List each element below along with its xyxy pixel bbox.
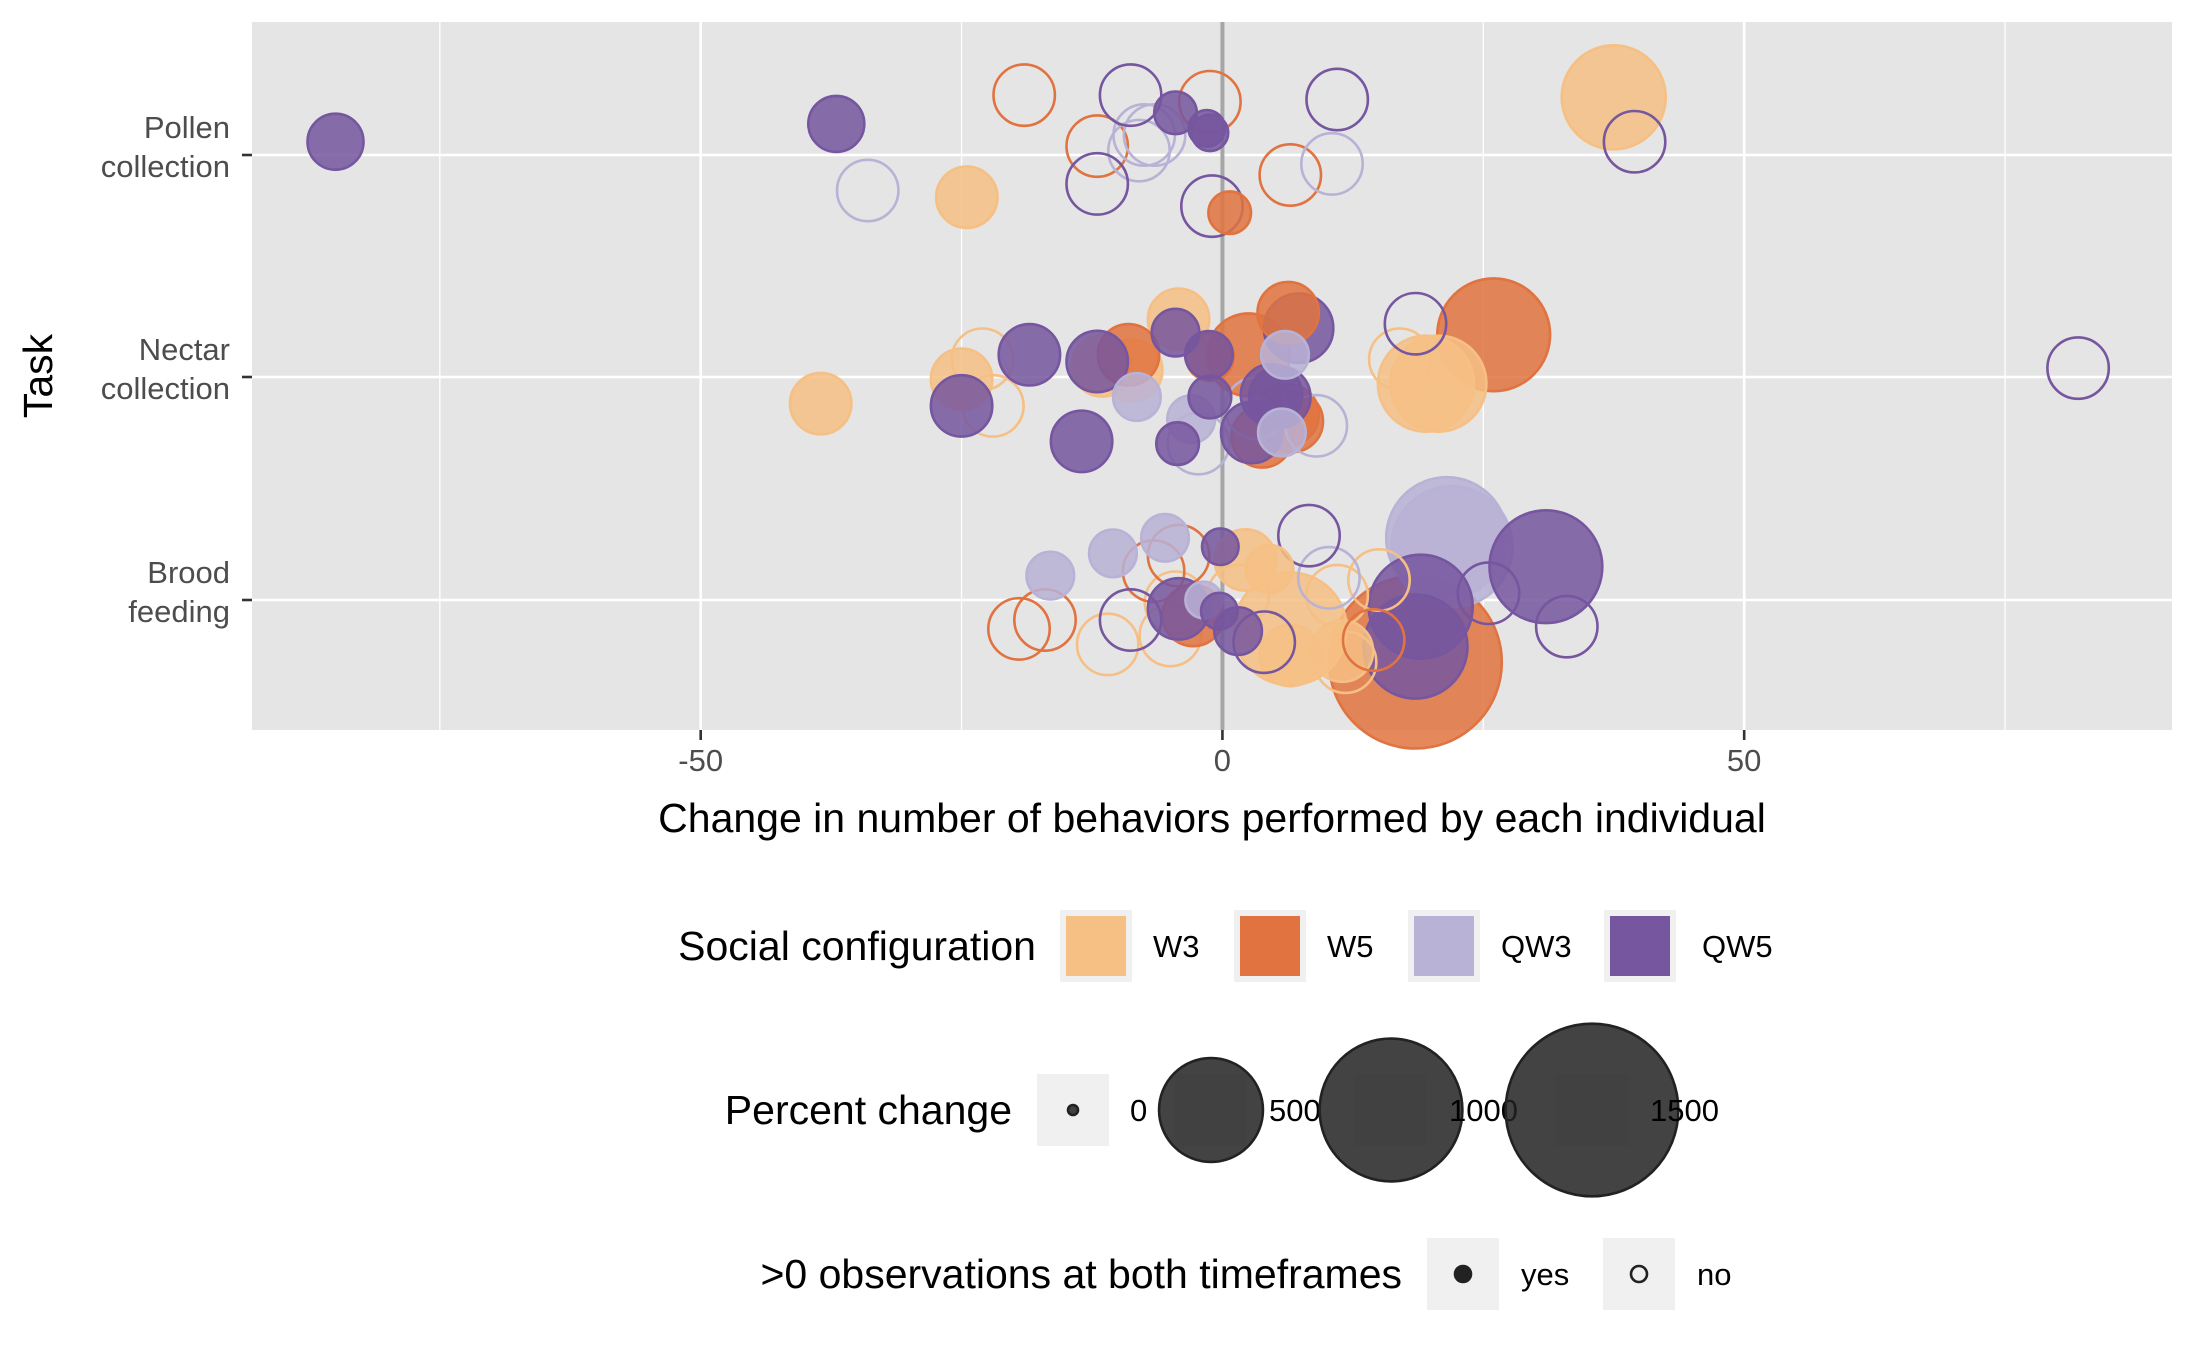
legend-label: W3: [1153, 929, 1200, 964]
legend-key-background: [1603, 1238, 1675, 1310]
data-point-w5: [1207, 190, 1253, 236]
data-point-qw5: [1187, 374, 1233, 420]
data-point-qw5: [306, 112, 365, 171]
data-point-qw5: [1199, 591, 1239, 631]
data-points: [306, 44, 2111, 750]
data-point-qw5: [1065, 151, 1130, 216]
data-point-qw3: [1139, 512, 1191, 563]
data-point-qw5: [1200, 527, 1240, 567]
data-point-w3: [1075, 612, 1140, 677]
data-point-qw5: [806, 94, 866, 154]
data-point-qw3: [1087, 528, 1138, 579]
legend-size-circle: [1318, 1037, 1464, 1183]
data-point-qw5: [997, 322, 1062, 387]
data-point-w5: [1065, 114, 1130, 179]
data-point-qw3: [1107, 118, 1172, 183]
data-point-qw5: [1098, 63, 1163, 128]
legend-swatch-qw3: [1414, 916, 1474, 976]
data-point-qw5: [2046, 336, 2111, 401]
legend-title: Percent change: [725, 1087, 1012, 1133]
legend-label: QW5: [1702, 929, 1773, 964]
legend-label: yes: [1521, 1257, 1569, 1292]
data-point-w3: [788, 371, 853, 436]
data-point-qw5: [1602, 109, 1667, 174]
data-point-qw3: [835, 158, 900, 223]
data-point-qw5: [1488, 509, 1604, 625]
x-tick-label: 0: [1214, 743, 1231, 778]
data-point-w3: [1560, 44, 1667, 151]
data-point-qw3: [1111, 371, 1162, 423]
legend-filled-circle: [1453, 1264, 1473, 1284]
data-point-qw5: [929, 373, 994, 438]
data-point-qw5: [1183, 329, 1234, 380]
data-point-w5: [986, 596, 1051, 661]
data-point-qw3: [1300, 131, 1365, 196]
legend-size-circle: [1504, 1022, 1680, 1198]
legend-title: Social configuration: [678, 923, 1036, 969]
legend-open-circle: [1629, 1264, 1649, 1284]
data-point-w3: [1367, 327, 1432, 392]
data-point-qw5: [1154, 421, 1201, 467]
y-axis-title: Task: [15, 333, 61, 418]
legend-swatch-w5: [1240, 916, 1300, 976]
data-point-qw5: [1305, 67, 1370, 132]
y-axis: Pollen collection Nectar collection Brood fee…: [101, 110, 252, 629]
data-point-w3: [1389, 334, 1488, 434]
legend-size-circle: [1066, 1103, 1080, 1117]
legend-label: 1500: [1650, 1093, 1719, 1128]
legend-swatch-w3: [1066, 916, 1126, 976]
legend-title: >0 observations at both timeframes: [760, 1251, 1402, 1297]
data-point-qw3: [1256, 407, 1307, 458]
legend-label: QW3: [1501, 929, 1572, 964]
data-point-w3: [1310, 619, 1375, 684]
legend-label: 0: [1130, 1093, 1147, 1128]
data-point-qw3: [1259, 329, 1311, 380]
x-axis: -50 0 50: [678, 730, 1761, 778]
data-point-qw5: [1049, 409, 1114, 474]
data-point-qw5: [1190, 113, 1230, 153]
data-point-w5: [992, 63, 1057, 128]
y-tick-label: Nectar collection: [101, 332, 230, 406]
x-axis-title: Change in number of behaviors performed …: [658, 795, 1766, 841]
data-point-qw5: [1383, 291, 1448, 356]
legend-swatch-qw5: [1610, 916, 1670, 976]
x-tick-label: 50: [1727, 743, 1761, 778]
data-point-qw5: [1098, 587, 1163, 652]
legend: Social configuration W3 W5 QW3 QW5 Percent ch…: [678, 910, 1773, 1310]
data-point-qw3: [1025, 550, 1076, 601]
y-tick-label: Brood feeding: [128, 555, 230, 629]
x-tick-label: -50: [678, 743, 723, 778]
data-point-w3: [1313, 630, 1378, 695]
legend-label: 500: [1269, 1093, 1321, 1128]
legend-size-circle: [1157, 1056, 1265, 1164]
data-point-qw5: [1456, 561, 1521, 626]
data-point-w3: [1244, 543, 1295, 595]
data-point-w5: [1258, 143, 1323, 208]
data-point-qw3: [1296, 545, 1361, 610]
y-tick-label: Pollen collection: [101, 110, 230, 184]
data-point-qw5: [1534, 594, 1599, 659]
legend-label: W5: [1327, 929, 1374, 964]
legend-label: no: [1697, 1257, 1731, 1292]
data-point-qw5: [1065, 329, 1130, 394]
data-point-w3: [934, 165, 999, 230]
data-point-qw5: [1277, 503, 1342, 568]
data-point-w5: [1341, 607, 1406, 672]
